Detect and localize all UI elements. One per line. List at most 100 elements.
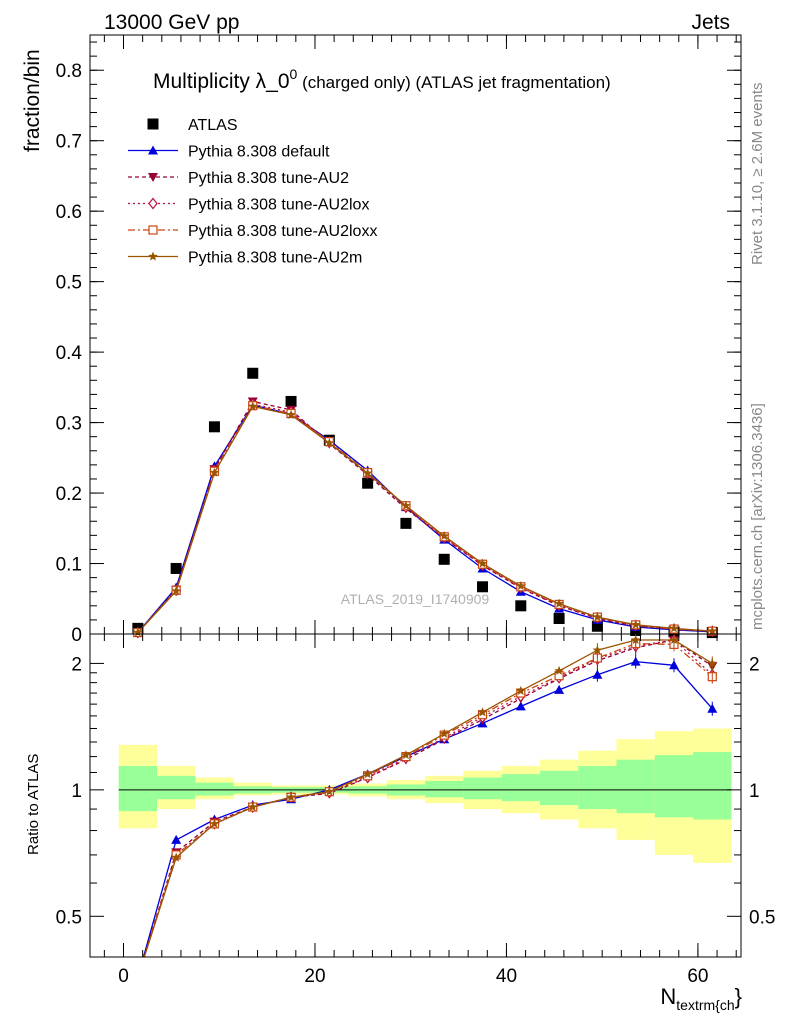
chart-title-superscript: 0 — [290, 66, 298, 82]
main-marker-au2m — [133, 627, 143, 637]
ratio-line-au2m — [143, 639, 713, 957]
legend-marker-au2lox — [148, 197, 158, 210]
legend-item-au2m: Pythia 8.308 tune-AU2m — [128, 250, 362, 267]
ratio-band-inner — [195, 782, 234, 796]
legend-marker-au2 — [148, 173, 158, 182]
energy-label: 13000 GeV pp — [104, 11, 239, 34]
main-marker-au2m — [209, 467, 220, 477]
ratio-band-inner — [118, 765, 158, 812]
legend-label-au2lox: Pythia 8.308 tune-AU2lox — [188, 197, 369, 214]
x-tick-label: 60 — [687, 966, 708, 987]
main-line-au2 — [137, 400, 713, 634]
main-data-point — [438, 553, 450, 565]
ratio-marker-au2m — [554, 665, 564, 675]
ratio-panel: 0.5 0.5 1 1 2 2 0 20 40 60 Ratio to ATLAS Ntextr… — [25, 633, 775, 1013]
main-y-tick-label: 0.1 — [56, 555, 82, 576]
ratio-frame-border — [89, 633, 742, 958]
ratio-y-tick-label: 1 — [71, 781, 82, 802]
main-marker-au2m — [516, 581, 526, 591]
legend-marker-default — [148, 145, 158, 155]
chart-title: Multiplicity λ_00 (charged only) (ATLAS … — [153, 66, 611, 93]
ratio-line-default — [142, 660, 713, 957]
x-tick-label: 20 — [304, 966, 325, 987]
main-data-point — [247, 367, 259, 379]
main-y-tick-label: 0.8 — [56, 61, 82, 82]
ratio-y-tick-label-right: 2 — [749, 654, 760, 675]
ratio-marker-au2m — [439, 728, 449, 738]
x-axis: 0 20 40 60 — [103, 634, 737, 987]
legend-marker-data — [147, 118, 159, 130]
ratio-marker-au2m — [247, 802, 258, 812]
legend-item-default: Pythia 8.308 default — [128, 144, 330, 161]
ratio-marker-au2m — [286, 792, 296, 802]
legend-item-au2lox: Pythia 8.308 tune-AU2lox — [128, 197, 369, 214]
main-y-tick-label: 0.6 — [56, 202, 82, 223]
main-y-tick-label: 0.4 — [56, 343, 83, 364]
ratio-band-inner — [693, 752, 732, 820]
chart-title-rest: (charged only) (ATLAS jet fragmentation) — [297, 73, 610, 92]
main-marker-au2m — [669, 623, 679, 633]
main-marker-au2m — [362, 468, 373, 478]
main-line-au2m — [137, 405, 713, 634]
main-y-tick-label: 0.2 — [56, 484, 82, 505]
x-axis-label: Ntextrm{ch} — [660, 984, 742, 1013]
ratio-marker-au2m — [516, 685, 526, 695]
main-y-axis-label: fraction/bin — [21, 49, 44, 152]
main-data-point — [170, 562, 182, 574]
ratio-marker-au2m — [401, 750, 411, 760]
ratio-band-inner — [539, 770, 579, 806]
ratio-band-inner — [501, 774, 540, 802]
ratio-marker-default — [515, 701, 526, 711]
ratio-series-layer — [142, 634, 718, 957]
main-marker-au2m — [247, 401, 258, 411]
ratio-y-axis-label: Ratio to ATLAS — [25, 754, 42, 855]
main-marker-au2m — [401, 500, 411, 510]
ratio-y-axis: 0.5 0.5 1 1 2 2 — [56, 654, 776, 928]
main-y-tick-label: 0.3 — [56, 414, 82, 435]
ratio-frame — [89, 633, 742, 958]
legend-label-default: Pythia 8.308 default — [188, 144, 330, 161]
process-label: Jets — [691, 11, 730, 34]
main-data-point — [477, 581, 489, 593]
ratio-band-inner — [463, 777, 502, 800]
main-data-point — [591, 620, 603, 632]
ratio-marker-au2m — [324, 786, 335, 796]
main-data-point — [553, 612, 565, 624]
ratio-band-inner — [654, 755, 694, 818]
legend-marker-au2m — [148, 251, 158, 261]
main-y-axis: 0 0.1 0.2 0.3 0.4 0.5 0.6 0.7 0.8 — [56, 35, 741, 646]
ratio-y-tick-label-right: 0.5 — [749, 907, 775, 928]
main-marker-au2m — [630, 619, 641, 629]
ratio-band-inner — [157, 775, 196, 800]
ratio-uncertainty-bands — [118, 728, 732, 863]
rivet-version-label: Rivet 3.1.10, ≥ 2.6M events — [749, 83, 766, 266]
ratio-band-inner — [578, 765, 617, 810]
main-data-point — [400, 517, 412, 529]
main-series-layer — [132, 367, 718, 639]
x-tick-label: 40 — [496, 966, 517, 987]
ratio-marker-au2m — [477, 707, 488, 717]
main-data-point — [208, 421, 220, 433]
x-axis-label-close: } — [735, 984, 742, 1009]
ratio-y-tick-label-right: 1 — [749, 781, 760, 802]
legend-label-au2m: Pythia 8.308 tune-AU2m — [188, 250, 362, 267]
main-data-point — [362, 477, 374, 489]
main-data-point — [515, 600, 527, 612]
main-marker-au2m — [286, 409, 296, 419]
legend-marker-au2loxx — [148, 225, 158, 235]
main-marker-au2m — [439, 531, 449, 541]
main-marker-au2m — [707, 626, 718, 636]
main-y-tick-label: 0.7 — [56, 132, 82, 153]
ratio-band-inner — [616, 759, 655, 814]
main-marker-au2m — [592, 612, 603, 622]
main-data-point — [285, 395, 297, 407]
main-marker-au2m — [554, 598, 564, 608]
x-tick-label: 0 — [118, 966, 129, 987]
main-marker-au2m — [324, 438, 335, 448]
legend-label-au2: Pythia 8.308 tune-AU2 — [188, 170, 349, 187]
ratio-y-tick-label: 2 — [71, 654, 82, 675]
legend-item-au2: Pythia 8.308 tune-AU2 — [128, 170, 349, 187]
mcplots-label: mcplots.cern.ch [arXiv:1306.3436] — [749, 403, 766, 630]
ratio-y-tick-label: 0.5 — [56, 907, 82, 928]
